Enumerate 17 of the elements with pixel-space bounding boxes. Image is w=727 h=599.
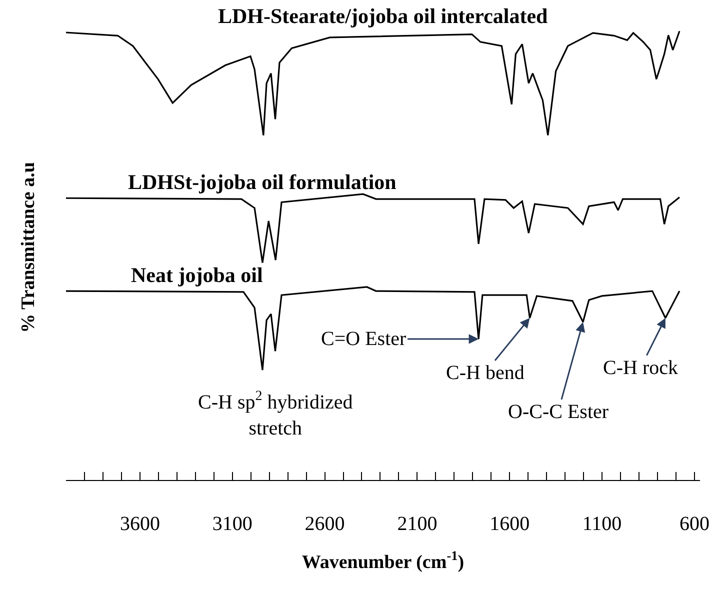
x-tick-label: 600 bbox=[679, 513, 710, 536]
x-tick-label: 3100 bbox=[212, 513, 252, 536]
series-label: LDHSt-jojoba oil formulation bbox=[128, 170, 397, 194]
x-tick-label: 3600 bbox=[120, 513, 160, 536]
x-tick-label: 2600 bbox=[304, 513, 345, 536]
annotation: C-H rock bbox=[603, 357, 678, 379]
series-label: LDH-Stearate/jojoba oil intercalated bbox=[218, 4, 548, 28]
annotation: C-H sp$^{2}$ hybridized stretch bbox=[198, 389, 353, 440]
series-label: Neat jojoba oil bbox=[131, 263, 263, 287]
x-tick-label: 2100 bbox=[397, 513, 438, 536]
x-tick-label: 1600 bbox=[490, 513, 530, 536]
x-axis-title: Wavenumber (cm$^{-1}$) bbox=[302, 548, 464, 573]
y-axis-title: % Transmittance a.u bbox=[18, 162, 39, 333]
x-tick-label: 1100 bbox=[582, 513, 622, 536]
annotation: C=O Ester bbox=[321, 328, 406, 350]
annotation: C-H bend bbox=[446, 362, 524, 384]
annotation: O-C-C Ester bbox=[508, 401, 609, 423]
